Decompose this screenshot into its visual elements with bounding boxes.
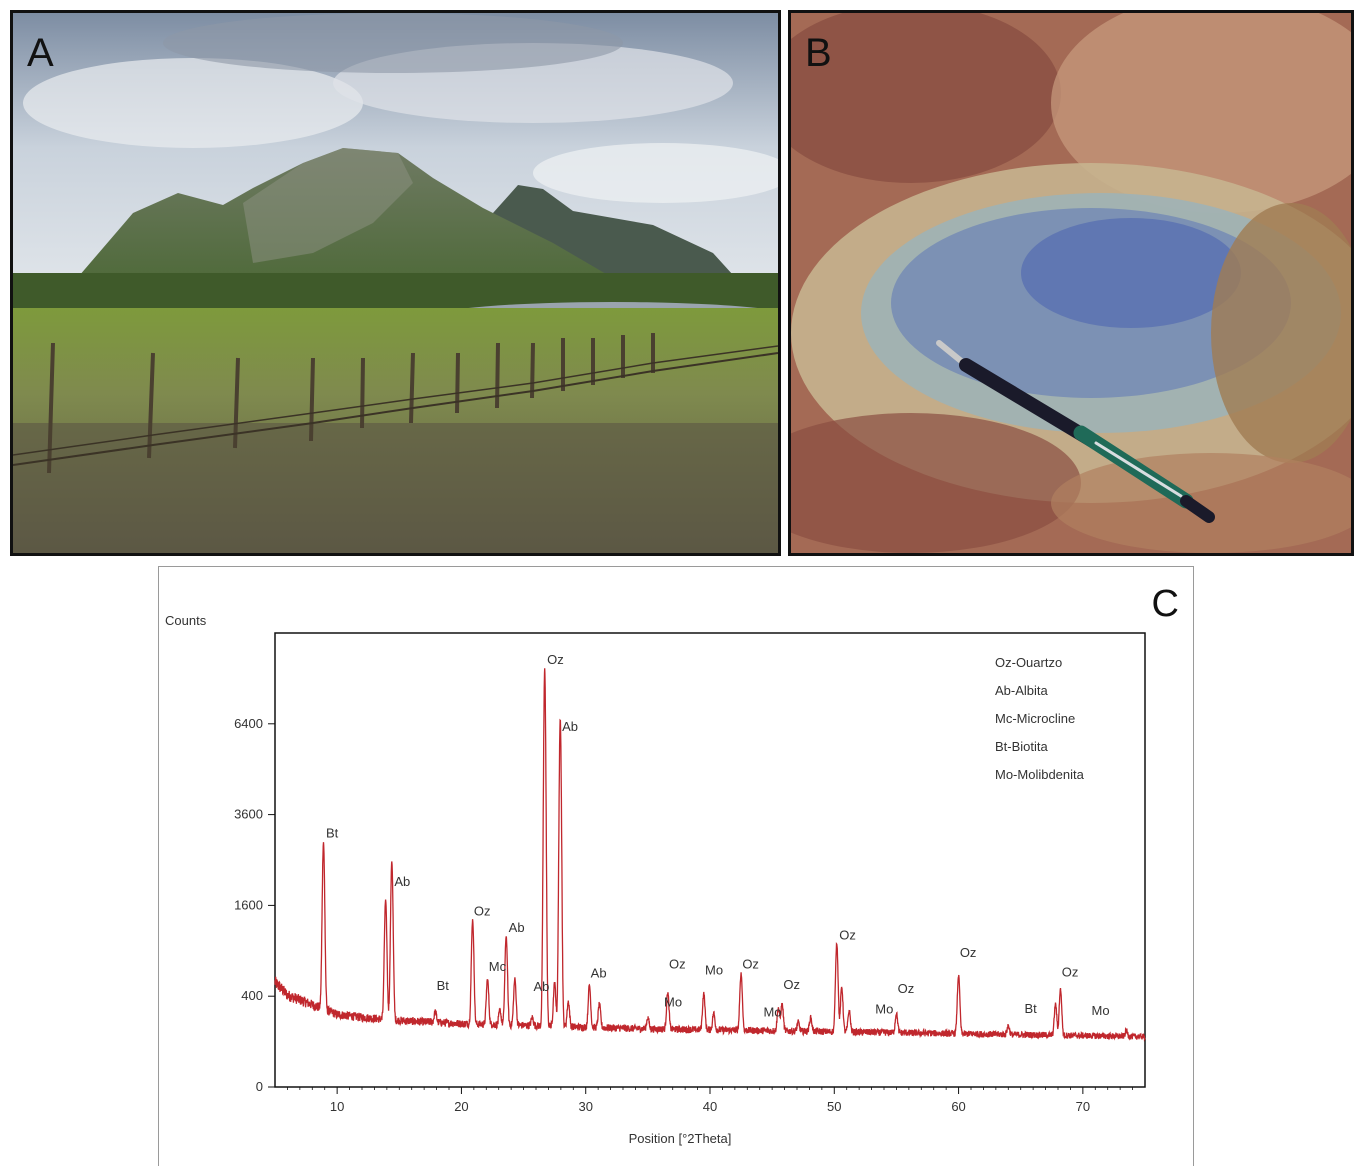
peak-label: Ab xyxy=(591,966,607,981)
peak-label: Ab xyxy=(509,920,525,935)
peak-label: Oz xyxy=(960,945,977,960)
xrd-spectrum-line xyxy=(274,668,1146,1042)
peak-label: Mo xyxy=(763,1005,781,1020)
peak-label: Mo xyxy=(1092,1003,1110,1018)
x-tick-label: 40 xyxy=(703,1099,717,1114)
legend-entry: Mo-Molibdenita xyxy=(995,767,1085,782)
peak-label: Mo xyxy=(664,995,682,1010)
y-tick-label: 6400 xyxy=(234,716,263,731)
peak-label: Bt xyxy=(1024,1001,1037,1016)
legend-entry: Mc-Microcline xyxy=(995,711,1075,726)
legend-entry: Oz-Ouartzo xyxy=(995,655,1062,670)
y-axis-title: Counts xyxy=(165,613,207,628)
peak-label: Oz xyxy=(1062,965,1079,980)
x-tick-label: 60 xyxy=(951,1099,965,1114)
chart-legend: Oz-Ouartzo Ab-Albita Mc-Microcline Bt-Bioti… xyxy=(995,655,1085,782)
peak-label: Ab xyxy=(534,979,550,994)
y-tick-label: 1600 xyxy=(234,897,263,912)
panel-b-rock-photo: B xyxy=(788,10,1354,556)
x-tick-label: 70 xyxy=(1076,1099,1090,1114)
y-tick-label: 400 xyxy=(241,988,263,1003)
peak-label: Oz xyxy=(742,956,759,971)
xrd-chart-svg: Counts Position [°2Theta] 10 20 30 40 50 60 70… xyxy=(165,613,1146,1146)
peak-label: Oz xyxy=(898,981,915,996)
peak-label: Ab xyxy=(394,874,410,889)
peak-label: Mo xyxy=(875,1002,893,1017)
legend-entry: Bt-Biotita xyxy=(995,739,1049,754)
panel-c-letter: C xyxy=(1151,583,1179,625)
x-tick-label: 30 xyxy=(578,1099,592,1114)
peak-label: Ab xyxy=(562,719,578,734)
peak-label: Oz xyxy=(783,977,800,992)
axis-ticks: 10 20 30 40 50 60 70 0 400 1600 3600 6400 xyxy=(234,716,1133,1114)
plot-frame xyxy=(274,632,1146,1088)
rock-sample-image xyxy=(791,13,1351,553)
peak-label: Mo xyxy=(705,963,723,978)
peak-label: Oz xyxy=(669,956,686,971)
y-tick-label: 3600 xyxy=(234,807,263,822)
panel-c-xrd-chart: Counts Position [°2Theta] 10 20 30 40 50 60 70… xyxy=(158,566,1194,1166)
x-axis-title: Position [°2Theta] xyxy=(629,1131,732,1146)
peak-label: Bt xyxy=(437,978,450,993)
x-tick-label: 20 xyxy=(454,1099,468,1114)
peak-label: Mc xyxy=(489,959,507,974)
peak-label: Oz xyxy=(474,903,491,918)
panel-b-letter: B xyxy=(805,31,832,75)
panel-a-letter: A xyxy=(27,31,54,75)
x-tick-label: 10 xyxy=(330,1099,344,1114)
peak-label: Bt xyxy=(326,825,339,840)
peak-label: Oz xyxy=(547,652,564,667)
landscape-photo-image xyxy=(13,13,778,553)
peak-label: Oz xyxy=(839,928,856,943)
legend-entry: Ab-Albita xyxy=(995,683,1049,698)
x-tick-label: 50 xyxy=(827,1099,841,1114)
panel-a-landscape-photo: A xyxy=(10,10,781,556)
y-tick-label: 0 xyxy=(256,1079,263,1094)
